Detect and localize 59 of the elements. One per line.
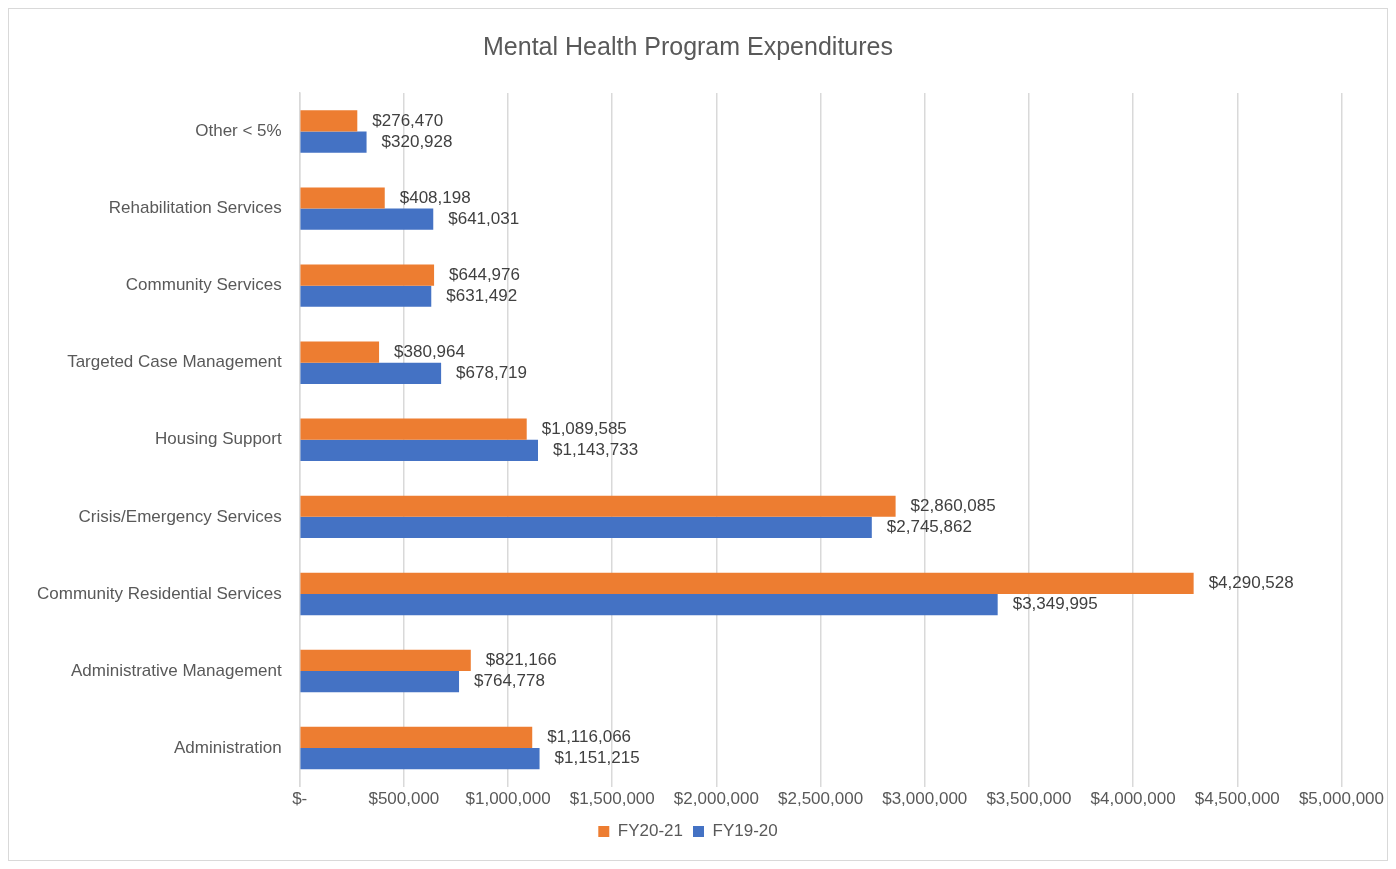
bar [300, 572, 1194, 594]
data-label: $678,719 [456, 363, 528, 383]
x-tick-label: $500,000 [368, 789, 440, 809]
data-label: $2,745,862 [886, 517, 972, 537]
data-label: $1,151,215 [554, 748, 640, 768]
data-label: $276,470 [372, 110, 444, 130]
data-label: $1,116,066 [547, 727, 632, 747]
y-tick-label: Administration [173, 737, 282, 757]
x-tick-label: $4,000,000 [1090, 789, 1176, 809]
x-tick-label: $1,000,000 [465, 789, 551, 809]
x-tick-label: $4,500,000 [1194, 789, 1280, 809]
bar [300, 671, 460, 693]
y-tick-label: Community Services [125, 275, 282, 295]
bar [300, 593, 998, 616]
data-label: $408,198 [399, 187, 471, 207]
x-tick-label: $3,000,000 [882, 789, 968, 809]
x-tick-label: $2,500,000 [778, 789, 864, 809]
y-tick-label: Targeted Case Management [67, 352, 282, 372]
y-tick-label: Community Residential Services [37, 583, 282, 603]
data-label: $644,976 [449, 264, 520, 284]
data-label: $1,143,733 [553, 440, 639, 460]
bar [300, 187, 385, 209]
chart-title: Mental Health Program Expenditures [483, 31, 893, 60]
bar [300, 439, 538, 461]
bar [300, 285, 432, 307]
data-label: $2,860,085 [910, 495, 996, 515]
legend-label: FY19-20 [712, 821, 778, 841]
data-label: $641,031 [448, 208, 520, 228]
data-label: $821,166 [485, 650, 557, 670]
x-tick-label: $3,500,000 [986, 789, 1072, 809]
x-tick-label: $1,500,000 [569, 789, 655, 809]
bar [300, 362, 442, 384]
y-tick-label: Housing Support [155, 429, 282, 449]
bar [300, 726, 533, 749]
bar [300, 264, 435, 286]
data-label: $4,290,528 [1208, 573, 1294, 593]
data-label: $631,492 [446, 285, 518, 305]
y-tick-label: Crisis/Emergency Services [78, 506, 282, 526]
y-tick-label: Rehabilitation Services [108, 198, 282, 218]
x-tick-label: $- [292, 789, 308, 809]
bar [300, 748, 540, 770]
x-tick-label: $2,000,000 [673, 789, 759, 809]
bar [300, 110, 358, 132]
bar [300, 131, 367, 153]
bar [300, 516, 872, 539]
data-label: $1,089,585 [541, 418, 627, 438]
bar [300, 341, 380, 363]
bar [300, 649, 471, 671]
bar [300, 208, 434, 230]
data-label: $3,349,995 [1012, 594, 1098, 614]
data-label: $764,778 [474, 671, 545, 691]
data-label: $380,964 [394, 341, 465, 361]
bar [300, 495, 896, 517]
data-label: $320,928 [381, 131, 453, 151]
bar [300, 418, 527, 440]
legend-label: FY20-21 [617, 821, 683, 841]
x-tick-label: $5,000,000 [1298, 789, 1385, 809]
y-tick-label: Administrative Management [70, 660, 282, 680]
y-tick-label: Other < 5% [195, 121, 282, 141]
